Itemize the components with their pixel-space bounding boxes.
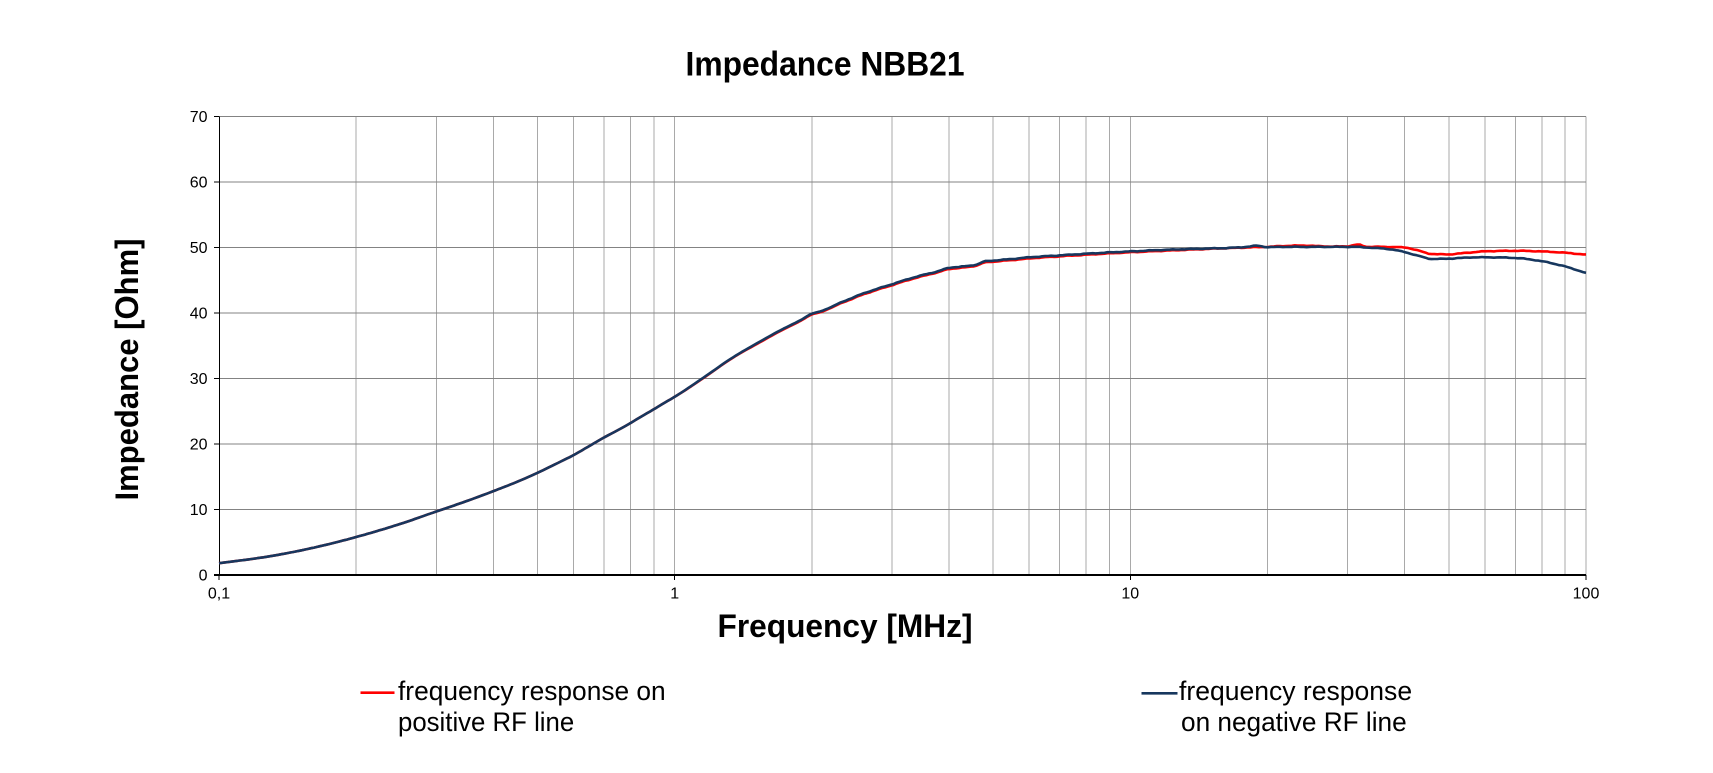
svg-text:30: 30 [190, 371, 208, 388]
svg-text:60: 60 [190, 175, 208, 192]
svg-text:40: 40 [190, 306, 208, 323]
svg-text:50: 50 [190, 240, 208, 257]
svg-text:0: 0 [199, 568, 208, 585]
svg-text:0,1: 0,1 [208, 586, 230, 603]
svg-text:Frequency [MHz]: Frequency [MHz] [718, 608, 973, 644]
svg-text:10: 10 [190, 502, 208, 519]
svg-text:frequency response: frequency response [1179, 676, 1412, 706]
svg-text:Impedance NBB21: Impedance NBB21 [686, 46, 965, 84]
svg-text:100: 100 [1573, 586, 1600, 603]
svg-text:positive RF line: positive RF line [398, 707, 574, 737]
svg-text:70: 70 [190, 109, 208, 126]
svg-text:10: 10 [1121, 586, 1139, 603]
svg-text:20: 20 [190, 437, 208, 454]
svg-text:Impedance [Ohm]: Impedance [Ohm] [109, 239, 145, 501]
svg-text:frequency response on: frequency response on [398, 676, 666, 706]
svg-text:1: 1 [670, 586, 679, 603]
svg-text:on negative RF line: on negative RF line [1181, 707, 1407, 737]
